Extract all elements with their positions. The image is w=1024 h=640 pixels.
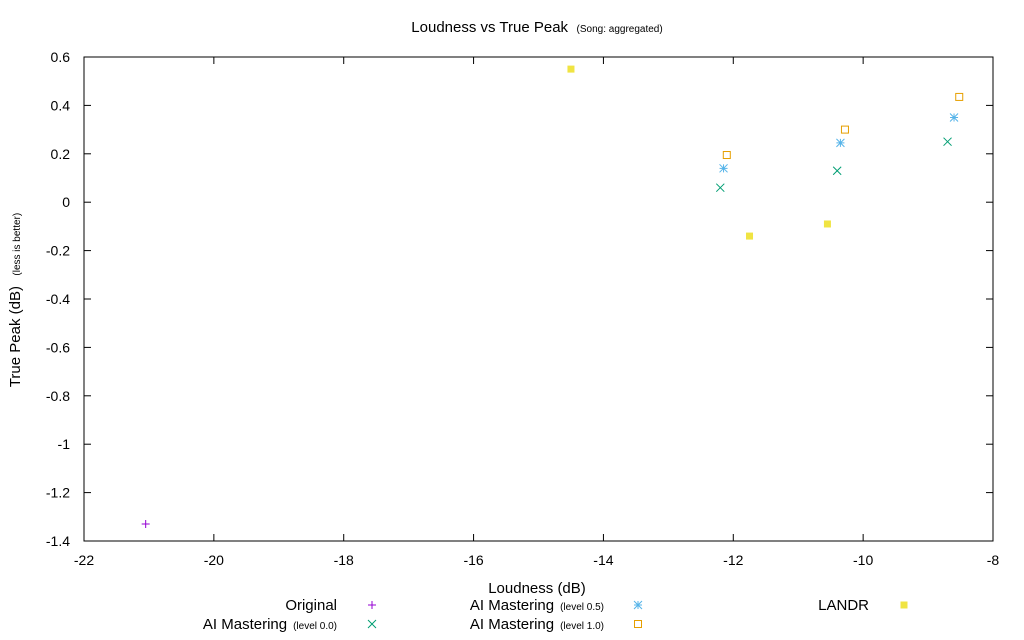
x-tick-label: -14 [593, 552, 613, 568]
data-point [823, 220, 831, 228]
y-axis-title: True Peak (dB) (less is better) [7, 213, 24, 387]
x-tick-label: -20 [204, 552, 224, 568]
legend-name: AI Mastering [470, 597, 554, 614]
y-tick-label: -1.2 [46, 485, 70, 501]
legend-marker [900, 601, 908, 609]
data-point [955, 92, 964, 101]
legend-entry: AI Mastering (level 0.5) [470, 597, 643, 614]
chart-title-main: Loudness vs True Peak [411, 19, 568, 36]
y-tick-label: 0 [62, 194, 70, 210]
x-tick-label: -12 [723, 552, 743, 568]
x-tick-label: -10 [853, 552, 873, 568]
data-point [949, 113, 959, 122]
legend-entry: AI Mastering (level 0.0) [203, 616, 377, 633]
legend-entry: Original [285, 597, 376, 614]
y-tick-label: -1 [58, 436, 71, 452]
y-axis: -1.4 -1.2 -1 -0.8 -0.6 -0.4 -0.2 0 0.2 0.4 0.6 [46, 49, 993, 549]
y-tick-label: -0.2 [46, 243, 70, 259]
legend-name: AI Mastering [203, 616, 287, 633]
data-point [832, 166, 842, 176]
plot-area [83, 56, 994, 542]
legend-note: (level 1.0) [560, 621, 604, 632]
y-tick-label: -0.4 [46, 291, 70, 307]
legend-label: LANDR [818, 597, 869, 614]
series-2 [719, 113, 959, 173]
data-point [943, 137, 952, 147]
legend-label: Original [285, 597, 337, 614]
legend-marker [633, 600, 643, 610]
y-tick-label: 0.4 [51, 97, 71, 113]
y-tick-label: -0.8 [46, 388, 70, 404]
legend-label: AI Mastering (level 0.0) [203, 616, 337, 633]
legend-label: AI Mastering (level 0.5) [470, 597, 604, 614]
data-point [715, 183, 725, 193]
y-tick-label: 0.6 [51, 49, 71, 65]
legend-name: LANDR [818, 597, 869, 614]
chart-title: Loudness vs True Peak (Song: aggregated) [411, 19, 662, 36]
x-tick-label: -16 [463, 552, 483, 568]
data-point [746, 232, 754, 240]
legend-label: AI Mastering (level 1.0) [470, 616, 604, 633]
y-tick-label: -1.4 [46, 533, 70, 549]
legend-marker [368, 601, 376, 609]
series-0 [141, 520, 150, 529]
legend-marker [367, 619, 377, 629]
data-point [567, 65, 575, 73]
data-point [722, 151, 731, 160]
legend-note: (level 0.0) [293, 621, 337, 632]
series-4 [567, 65, 831, 240]
data-point [141, 520, 150, 529]
x-axis-label: Loudness (dB) [488, 580, 586, 597]
x-tick-label: -22 [74, 552, 94, 568]
series-3 [722, 92, 964, 160]
legend-note: (level 0.5) [560, 602, 604, 613]
series-1 [715, 137, 952, 193]
legend-name: Original [285, 597, 337, 614]
x-tick-label: -8 [987, 552, 1000, 568]
y-axis-note: (less is better) [12, 213, 23, 276]
data-point [840, 125, 849, 134]
data-point [719, 163, 728, 173]
y-tick-label: -0.6 [46, 339, 70, 355]
y-tick-label: 0.2 [51, 146, 71, 162]
data-points [141, 65, 964, 529]
legend-entry: AI Mastering (level 1.0) [470, 616, 642, 633]
legend-entry: LANDR [818, 597, 908, 614]
chart-subtitle: (Song: aggregated) [577, 24, 663, 35]
x-axis: -22 -20 -18 -16 -14 -12 -10 -8 [74, 57, 1000, 568]
x-tick-label: -18 [334, 552, 354, 568]
legend-marker [634, 620, 642, 628]
legend-name: AI Mastering [470, 616, 554, 633]
y-axis-label: True Peak (dB) [7, 286, 24, 387]
plot-frame [83, 56, 994, 542]
data-point [836, 138, 845, 148]
